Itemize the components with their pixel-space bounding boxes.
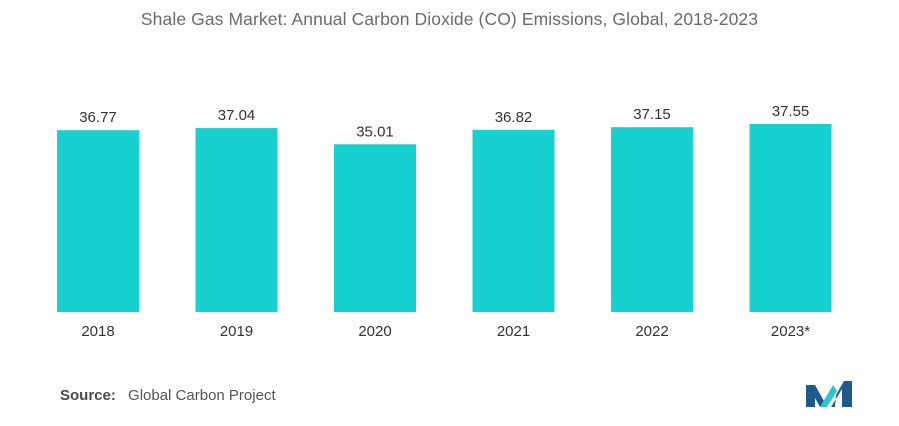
mordor-intelligence-logo-icon: [806, 381, 852, 407]
bar: [334, 144, 416, 312]
logo-middle-stroke: [820, 385, 837, 407]
source-note: Source: Global Carbon Project: [60, 387, 276, 404]
x-tick-label: 2018: [81, 323, 114, 340]
x-tick-label: 2019: [220, 323, 253, 340]
x-tick-label: 2023*: [771, 323, 810, 340]
bar-value-label: 37.04: [218, 107, 256, 124]
source-text: Global Carbon Project: [128, 387, 276, 404]
x-tick-label: 2020: [358, 323, 391, 340]
logo-right-stroke: [831, 381, 852, 407]
bar-value-label: 36.77: [79, 109, 117, 126]
source-label: Source:: [60, 387, 116, 404]
bar-value-label: 37.15: [633, 106, 671, 123]
logo-left-stroke: [806, 385, 824, 407]
bar: [472, 129, 555, 312]
bar-value-label: 35.01: [356, 123, 394, 140]
x-tick-label: 2021: [497, 323, 530, 340]
bar: [611, 127, 693, 312]
bar: [749, 124, 832, 312]
bar: [57, 130, 139, 312]
bar-value-label: 37.55: [772, 103, 810, 120]
bar: [195, 128, 278, 312]
bar-value-label: 36.82: [495, 109, 533, 126]
chart-title: Shale Gas Market: Annual Carbon Dioxide …: [140, 9, 759, 29]
x-tick-label: 2022: [635, 323, 668, 340]
